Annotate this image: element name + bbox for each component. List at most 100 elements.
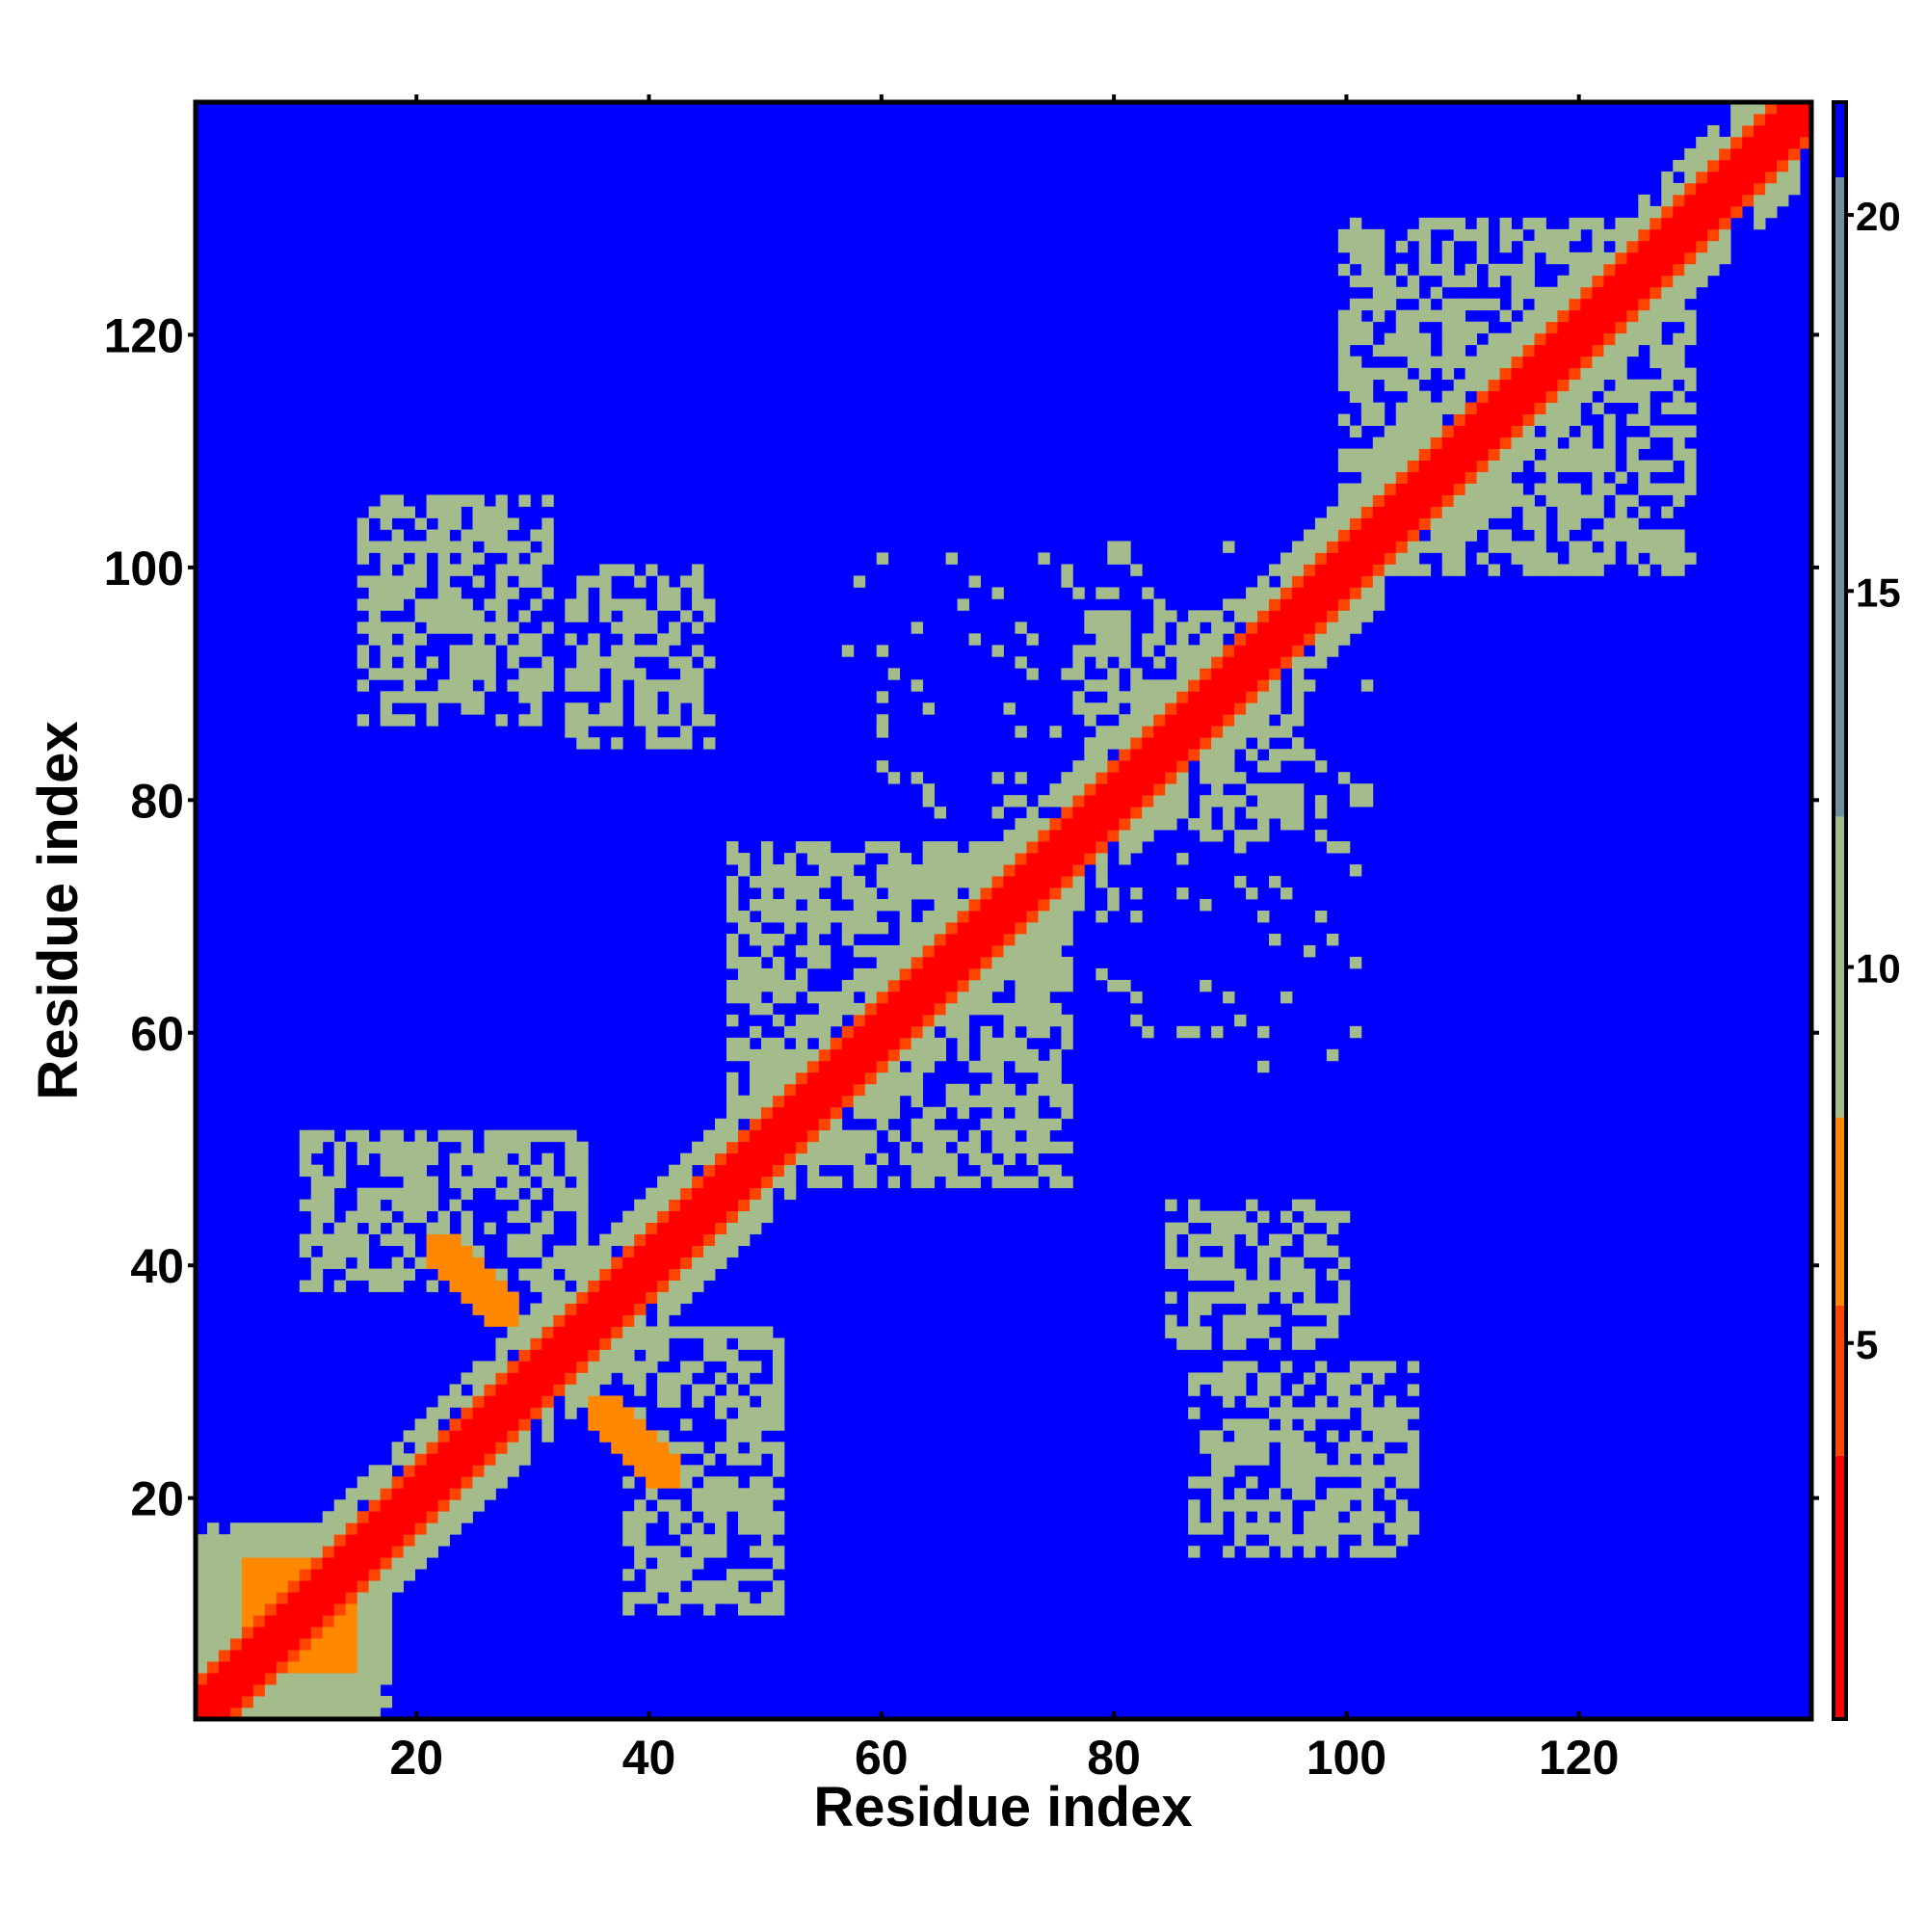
heatmap-cell — [565, 668, 577, 680]
heatmap-cell — [783, 1141, 797, 1154]
heatmap-cell — [1084, 783, 1096, 796]
heatmap-cell — [1569, 564, 1581, 576]
heatmap-cell — [1673, 332, 1685, 346]
heatmap-cell — [680, 610, 693, 622]
heatmap-cell — [818, 1152, 832, 1166]
heatmap-cell — [1003, 864, 1016, 877]
heatmap-cell — [310, 1280, 324, 1292]
heatmap-cell — [1441, 263, 1455, 277]
heatmap-cell — [715, 1152, 727, 1166]
heatmap-cell — [530, 1222, 542, 1234]
heatmap-cell — [1119, 633, 1131, 646]
heatmap-cell — [380, 702, 393, 715]
heatmap-cell — [1580, 217, 1593, 230]
heatmap-cell — [737, 1395, 751, 1408]
heatmap-cell — [1326, 933, 1339, 946]
heatmap-cell — [795, 1083, 808, 1097]
heatmap-cell — [356, 1615, 370, 1628]
heatmap-cell — [322, 1129, 335, 1143]
heatmap-cell — [518, 1176, 531, 1189]
heatmap-cell — [1684, 147, 1697, 161]
heatmap-cell — [1372, 552, 1386, 565]
heatmap-cell — [991, 841, 1004, 854]
heatmap-cell — [634, 1384, 647, 1396]
heatmap-cell — [1153, 783, 1166, 796]
heatmap-cell — [380, 564, 393, 576]
heatmap-cell — [703, 1210, 716, 1224]
heatmap-cell — [553, 1280, 566, 1292]
heatmap-cell — [806, 944, 820, 958]
heatmap-cell — [403, 1522, 415, 1535]
heatmap-cell — [1349, 1372, 1362, 1385]
heatmap-cell — [1384, 471, 1397, 484]
heatmap-cell — [911, 1118, 924, 1131]
heatmap-cell — [806, 887, 820, 900]
heatmap-cell — [414, 1465, 427, 1477]
heatmap-cell — [472, 610, 485, 622]
heatmap-cell — [1522, 552, 1535, 565]
heatmap-cell — [1569, 517, 1581, 530]
heatmap-cell — [287, 1546, 301, 1558]
heatmap-cell — [680, 1592, 693, 1604]
heatmap-cell — [1522, 309, 1535, 323]
heatmap-cell — [518, 1361, 531, 1373]
heatmap-cell — [1603, 298, 1616, 311]
heatmap-cell — [611, 1314, 623, 1327]
heatmap-cell — [1084, 818, 1096, 831]
heatmap-cell — [518, 1407, 531, 1419]
heatmap-cell — [818, 853, 832, 865]
heatmap-cell — [703, 1141, 716, 1154]
heatmap-cell — [287, 1534, 301, 1547]
heatmap-cell — [449, 587, 462, 599]
heatmap-cell — [772, 1048, 785, 1062]
heatmap-cell — [1395, 1465, 1409, 1477]
heatmap-cell — [252, 1661, 266, 1674]
heatmap-cell — [749, 967, 762, 981]
heatmap-cell — [576, 1268, 589, 1281]
heatmap-cell — [1153, 749, 1166, 761]
heatmap-cell — [1095, 853, 1108, 865]
heatmap-cell — [657, 1245, 670, 1257]
heatmap-cell — [1569, 298, 1581, 311]
heatmap-cell — [760, 1037, 774, 1050]
heatmap-cell — [1511, 298, 1523, 311]
heatmap-cell — [911, 1025, 924, 1039]
heatmap-cell — [1211, 622, 1224, 634]
heatmap-cell — [1395, 240, 1409, 253]
heatmap-cell — [922, 887, 936, 900]
heatmap-cell — [495, 610, 508, 622]
heatmap-cell — [1407, 275, 1420, 288]
heatmap-cell — [934, 887, 947, 900]
heatmap-cell — [692, 1210, 704, 1224]
heatmap-cell — [414, 1546, 427, 1558]
heatmap-cell — [495, 1476, 508, 1489]
heatmap-cell — [1372, 598, 1386, 611]
heatmap-cell — [1545, 390, 1558, 404]
heatmap-cell — [541, 1326, 554, 1338]
heatmap-cell — [1142, 633, 1154, 646]
heatmap-cell — [1200, 760, 1212, 773]
heatmap-cell — [310, 1187, 324, 1201]
heatmap-cell — [1534, 367, 1546, 381]
y-tick-label: 80 — [130, 774, 184, 828]
heatmap-cell — [576, 1361, 589, 1373]
heatmap-cell — [1730, 113, 1743, 126]
heatmap-cell — [1061, 864, 1073, 877]
heatmap-cell — [1661, 483, 1674, 495]
heatmap-cell — [646, 1245, 658, 1257]
heatmap-cell — [507, 1453, 519, 1466]
heatmap-cell — [818, 1060, 832, 1073]
heatmap-cell — [726, 1210, 739, 1224]
heatmap-cell — [1511, 367, 1523, 381]
heatmap-cell — [495, 1418, 508, 1431]
heatmap-cell — [333, 1546, 347, 1558]
heatmap-cell — [380, 1233, 393, 1246]
heatmap-cell — [1223, 726, 1235, 738]
heatmap-cell — [853, 575, 866, 588]
heatmap-cell — [599, 1233, 612, 1246]
heatmap-cell — [1384, 460, 1397, 472]
heatmap-cell — [368, 610, 382, 622]
heatmap-cell — [680, 1372, 693, 1385]
heatmap-cell — [922, 841, 936, 854]
